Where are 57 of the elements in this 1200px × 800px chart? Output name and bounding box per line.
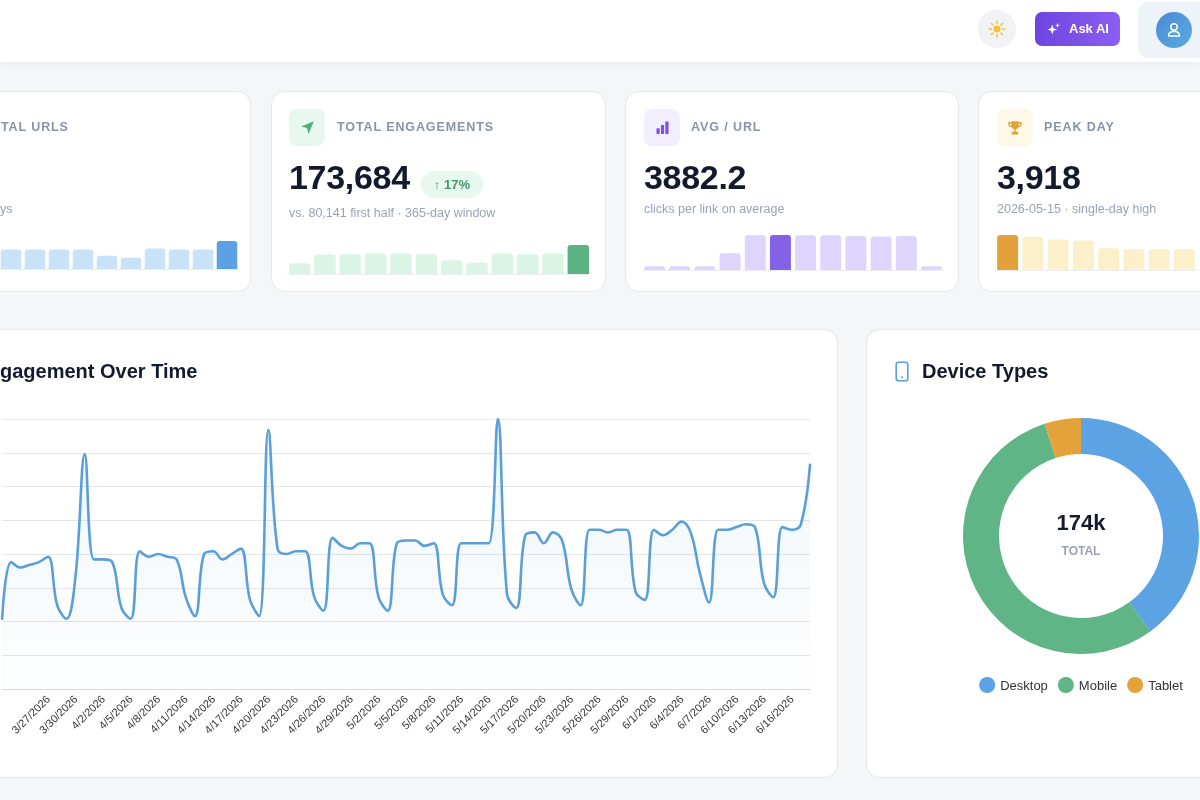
text: 3882.2 (644, 157, 747, 197)
chart-subtitle: clicks per link on average (644, 201, 785, 217)
bar (895, 236, 917, 270)
bar (567, 245, 590, 274)
bar (1047, 239, 1069, 270)
chart-title: TOTAL ENGAGEMENTS (337, 119, 494, 135)
bar (491, 253, 514, 274)
bar (365, 253, 387, 274)
text: 3,918 (997, 157, 1081, 197)
bar (121, 257, 142, 269)
chart-title: AVG / URL (691, 119, 762, 135)
bar (25, 249, 46, 269)
legend-label: Desktop (1000, 677, 1048, 693)
bar (1, 249, 22, 269)
bar (145, 248, 166, 269)
bar (1173, 249, 1195, 270)
bar (339, 254, 362, 274)
chart-title: gagement Over Time (0, 359, 198, 384)
bar (517, 254, 539, 274)
bar (542, 253, 564, 274)
text: TOTAL (1061, 544, 1101, 558)
bar (289, 263, 311, 274)
bar (794, 235, 816, 270)
bar (719, 253, 741, 270)
bar (390, 253, 412, 274)
bar (314, 254, 336, 274)
bar (441, 260, 463, 274)
bar (996, 235, 1018, 270)
bar (744, 235, 766, 270)
chart-title: PEAK DAY (1044, 119, 1115, 135)
chart-subtitle: ys (0, 201, 13, 217)
bar (845, 236, 867, 270)
bar (73, 249, 94, 269)
bar (49, 249, 70, 269)
bar (217, 241, 238, 269)
bar (1022, 236, 1044, 270)
bar (870, 236, 892, 270)
text: ↑ 17% (420, 171, 483, 198)
legend-label: Tablet (1148, 677, 1184, 693)
bar (1148, 249, 1170, 270)
text: 174k (1056, 509, 1107, 535)
chart-title: Device Types (922, 359, 1049, 384)
bar (466, 262, 488, 274)
chart-title: TAL URLS (1, 119, 69, 135)
chart-subtitle: vs. 80,141 first half · 365-day window (289, 205, 496, 221)
bar (97, 255, 118, 269)
bar (169, 249, 190, 269)
bar (415, 254, 438, 274)
bar (193, 249, 214, 269)
chart-subtitle: 2026-05-15 · single-day high (997, 201, 1157, 217)
bar (1072, 240, 1094, 270)
bar (769, 235, 791, 270)
bar (1123, 249, 1145, 270)
legend-label: Mobile (1078, 677, 1118, 693)
text: 173,684 (289, 157, 410, 197)
bar (820, 235, 842, 270)
bar (1097, 248, 1119, 270)
